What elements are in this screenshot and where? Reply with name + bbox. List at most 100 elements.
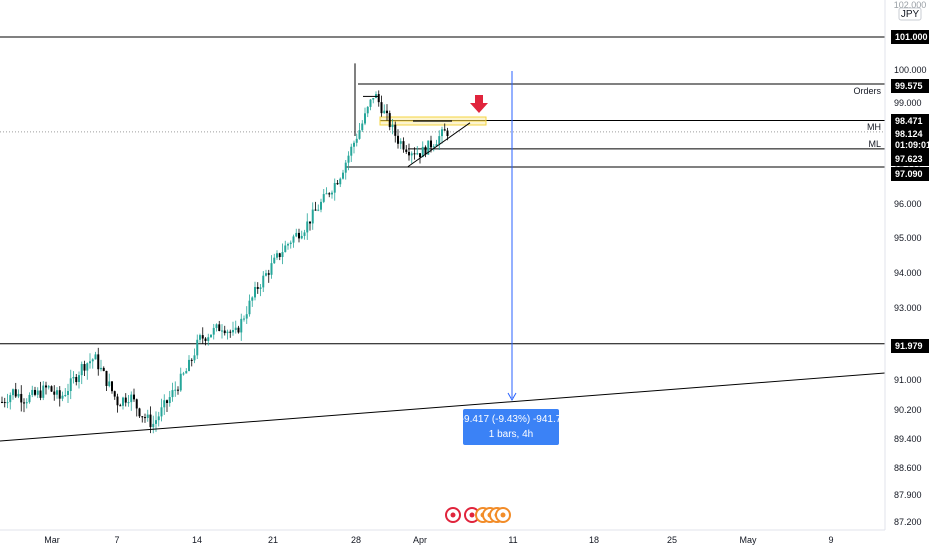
candle-body — [14, 389, 17, 397]
candle-body — [210, 334, 212, 338]
candle-body — [339, 178, 342, 185]
candle-body — [188, 359, 190, 372]
level-label: ML — [868, 139, 881, 149]
candle-body — [320, 201, 322, 210]
price-badge-label: 98.124 — [895, 129, 923, 139]
candle-body — [69, 378, 72, 392]
candle-body — [245, 314, 248, 319]
time-tick-label: 11 — [508, 535, 517, 545]
candle-body — [108, 381, 111, 386]
candle-body — [72, 377, 75, 379]
time-tick-label: 25 — [667, 535, 677, 545]
candle-body — [34, 389, 36, 395]
candle-body — [265, 273, 267, 276]
candle-body — [229, 331, 232, 333]
level-lines: Orders MH ML — [0, 36, 885, 345]
candle-body — [309, 221, 311, 224]
candle-body — [421, 146, 424, 158]
price-tick-label: 89.400 — [894, 434, 922, 444]
rising-trendline[interactable] — [407, 122, 471, 168]
candle-body — [355, 138, 358, 143]
candle-body — [331, 192, 333, 195]
down-arrow-icon — [470, 95, 488, 113]
event-dot-icon — [469, 512, 475, 518]
candle-body — [196, 339, 199, 356]
candle-body — [25, 402, 28, 404]
candle-body — [298, 232, 300, 239]
candle-body — [281, 252, 284, 258]
currency-box[interactable] — [898, 7, 922, 21]
candle-body — [284, 245, 287, 253]
support-trendline[interactable] — [0, 372, 886, 442]
candle-body — [223, 330, 226, 334]
candle-body — [116, 396, 119, 406]
candle-body — [17, 393, 20, 397]
candle-body — [91, 359, 94, 362]
drawings[interactable] — [0, 95, 886, 442]
candle-body — [204, 338, 207, 341]
price-axis[interactable]: 101.000100.00099.00098.00097.00096.00095… — [884, 0, 931, 530]
candle-body — [3, 402, 6, 404]
candle-body — [20, 393, 23, 403]
candle-body — [47, 386, 50, 388]
candle-body — [435, 144, 438, 147]
time-axis[interactable]: Mar 7 14 21 28 Apr 11 18 25 May 9 — [0, 529, 885, 545]
candle-body — [199, 335, 201, 340]
candle-body — [177, 389, 179, 391]
price-badge — [891, 114, 929, 128]
candle-body — [56, 390, 58, 395]
candle-body — [314, 209, 317, 211]
candle-body — [413, 153, 416, 155]
candle-body — [141, 416, 144, 418]
price-badge-label: 97.623 — [895, 154, 923, 164]
candle-body — [303, 232, 306, 236]
candle-body — [366, 106, 369, 114]
price-tick-label: 87.200 — [894, 517, 922, 527]
candle-body — [67, 391, 69, 395]
candle-body — [408, 151, 410, 156]
time-tick-label: 14 — [192, 535, 202, 545]
candle-body — [248, 300, 251, 315]
candle-body — [163, 400, 166, 408]
time-tick-label: 28 — [351, 535, 361, 545]
candle-body — [80, 364, 83, 376]
candle-body — [166, 400, 168, 404]
candle-body — [273, 257, 276, 264]
candle-body — [78, 375, 80, 383]
candle-body — [155, 420, 157, 424]
candle-body — [391, 124, 394, 128]
candle-body — [221, 330, 223, 332]
candle-body — [328, 193, 331, 195]
candle-body — [168, 397, 171, 404]
time-tick-label: 18 — [589, 535, 599, 545]
candle-body — [1, 401, 3, 403]
candle-body — [100, 367, 102, 370]
time-tick-label: Apr — [413, 535, 427, 545]
candle-body — [377, 94, 380, 103]
candle-body — [39, 390, 42, 398]
candle-body — [64, 394, 67, 396]
candle-body — [86, 363, 89, 371]
candle-body — [441, 129, 443, 137]
measure-box — [463, 409, 559, 445]
candle-body — [207, 337, 210, 341]
candle-body — [347, 155, 350, 163]
event-dot-icon — [450, 512, 456, 518]
candle-body — [259, 287, 262, 289]
price-badge — [891, 152, 929, 166]
candle-body — [122, 397, 124, 406]
candle-body — [105, 370, 108, 386]
candle-body — [402, 141, 405, 150]
candle-body — [276, 253, 278, 258]
measure-tool[interactable]: -9.417 (-9.43%) -941.7 1 bars, 4h — [461, 71, 562, 445]
candle-body — [311, 209, 314, 224]
candle-body — [157, 416, 160, 421]
candle-body — [234, 327, 237, 330]
candle-body — [119, 405, 122, 407]
candle-body — [152, 423, 155, 428]
event-icons[interactable] — [445, 507, 511, 523]
candle-body — [256, 287, 259, 289]
resistance-zone[interactable] — [379, 95, 488, 126]
measure-change-label: -9.417 (-9.43%) -941.7 — [461, 414, 562, 425]
